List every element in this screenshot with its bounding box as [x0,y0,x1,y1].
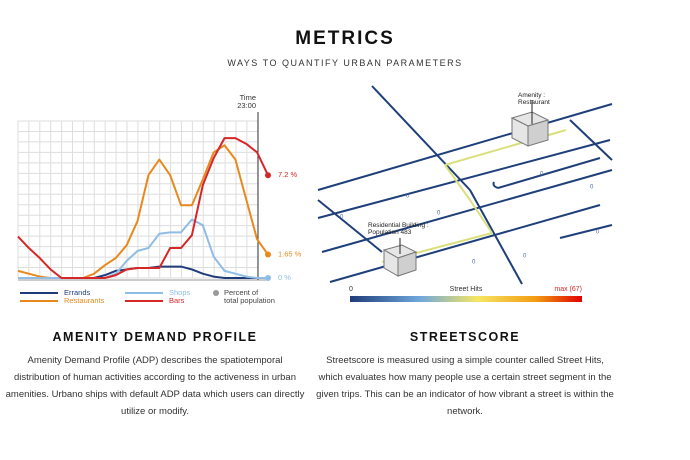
street-busy [469,199,493,234]
street [321,169,613,253]
street-hits: 0 [590,185,594,191]
street-hits: 0 [540,172,544,178]
street-hits: 0 [437,211,441,217]
legend-label: Errands [64,288,91,297]
time-label: 23:00 [237,101,256,110]
section-text: Amenity Demand Profile (ADP) describes t… [5,355,305,417]
legend-label: Restaurants [64,296,105,305]
end-label: 7.2 % [278,170,298,179]
end-label: 1.65 % [278,249,302,258]
page-subtitle: WAYS TO QUANTIFY URBAN PARAMETERS [227,58,463,68]
page-title: METRICS [295,28,395,49]
section-title: AMENITY DEMAND PROFILE [52,330,258,344]
end-dot [265,172,271,179]
section-text: Streetscore is measured using a simple c… [316,355,614,417]
street-map [317,85,613,285]
building-label: Residential Building : Population 483 [368,222,429,236]
legend-label: Percent of total population [224,288,275,305]
section-title: STREETSCORE [409,330,521,344]
building-side [527,119,549,147]
section: AMENITY DEMAND PROFILE Amenity Demand Pro… [5,330,305,420]
street [569,119,613,161]
street-hits: 0 [523,254,527,260]
end-dot [265,251,271,258]
street-hits: 0 [340,215,344,221]
street [317,139,611,219]
street [371,85,471,191]
street [469,189,523,285]
series-line [17,137,269,279]
street [317,103,613,191]
end-dot [265,275,271,281]
time-title: Time [240,93,256,102]
building-side [397,251,417,277]
street-hits: 0 [406,194,410,200]
amenity-label: Amenity : Restaurant [518,92,550,106]
street [492,157,601,189]
street-hits: 0 [596,230,600,236]
colorbar-max: max (67) [554,286,582,293]
series-line [18,218,268,279]
street-hits: 0 [472,260,476,266]
colorbar-min: 0 [349,286,353,293]
section: STREETSCORE Streetscore is measured using… [315,330,615,420]
street-busy [444,164,471,201]
colorbar-title: Street Hits [450,286,483,293]
legend-dot [213,290,219,296]
colorbar [350,296,582,302]
end-label: 0 % [278,273,291,282]
series-line [17,144,269,279]
street [317,199,383,253]
street [329,204,601,283]
legend-label: Bars [169,296,185,305]
street [559,224,613,239]
legend-label: Shops [169,288,191,297]
